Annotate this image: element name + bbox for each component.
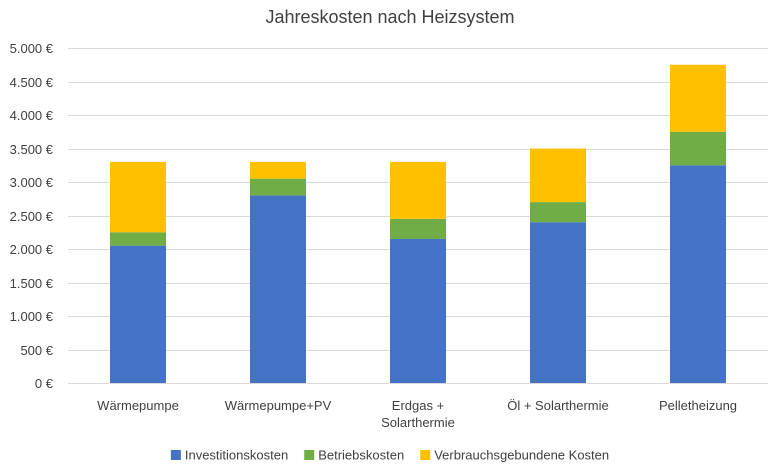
- bar-segment-betriebskosten: [250, 178, 306, 196]
- y-tick-label: 4.500 €: [10, 75, 54, 90]
- legend-swatch: [304, 450, 315, 460]
- bar-segment-verbrauchsgebundene kosten: [390, 161, 446, 219]
- bar-segment-investitionskosten: [670, 165, 726, 383]
- bar-segment-betriebskosten: [670, 131, 726, 166]
- y-tick-label: 500 €: [20, 343, 53, 358]
- legend-swatch: [420, 450, 431, 460]
- x-category-label: Erdgas +: [392, 398, 444, 413]
- y-tick-label: 2.000 €: [10, 242, 54, 257]
- legend-label: Investitionskosten: [185, 448, 288, 463]
- bar-segment-investitionskosten: [390, 238, 446, 383]
- x-category-label: Wärmepumpe: [97, 398, 179, 413]
- x-axis-category-labels: Wärmepumpe Wärmepumpe+PV Erdgas + Solarther…: [97, 398, 737, 430]
- x-category-label: Solarthermie: [381, 415, 455, 430]
- y-tick-label: 3.000 €: [10, 175, 54, 190]
- y-tick-label: 2.500 €: [10, 209, 54, 224]
- y-tick-label: 4.000 €: [10, 108, 54, 123]
- bar-segment-investitionskosten: [530, 222, 586, 383]
- y-axis-tick-labels: 0 € 500 € 1.000 € 1.500 € 2.000 € 2.500 € 3.00…: [10, 41, 54, 391]
- x-category-label: Öl + Solarthermie: [507, 398, 609, 413]
- bar-segment-betriebskosten: [110, 232, 166, 246]
- legend-item: Verbrauchsgebundene Kosten: [420, 448, 609, 463]
- bar-segment-betriebskosten: [390, 218, 446, 239]
- y-tick-label: 1.500 €: [10, 276, 54, 291]
- legend-label: Betriebskosten: [318, 448, 404, 463]
- y-tick-label: 5.000 €: [10, 41, 54, 56]
- bar-segment-verbrauchsgebundene kosten: [670, 64, 726, 132]
- y-tick-label: 0 €: [35, 376, 54, 391]
- bar-segment-verbrauchsgebundene kosten: [250, 161, 306, 179]
- y-tick-label: 1.000 €: [10, 309, 54, 324]
- legend-label: Verbrauchsgebundene Kosten: [434, 448, 609, 463]
- bars: [110, 64, 726, 383]
- x-category-label: Pelletheizung: [659, 398, 737, 413]
- x-category-label: Wärmepumpe+PV: [225, 398, 332, 413]
- legend: Investitionskosten Betriebskosten Verbrauc…: [170, 448, 609, 463]
- bar-segment-betriebskosten: [530, 202, 586, 223]
- bar-segment-investitionskosten: [110, 245, 166, 383]
- legend-item: Betriebskosten: [304, 448, 404, 463]
- bar-segment-investitionskosten: [250, 195, 306, 383]
- y-tick-label: 3.500 €: [10, 142, 54, 157]
- bar-segment-verbrauchsgebundene kosten: [530, 148, 586, 203]
- legend-swatch: [170, 450, 181, 460]
- legend-item: Investitionskosten: [170, 448, 288, 463]
- bar-segment-verbrauchsgebundene kosten: [110, 161, 166, 233]
- chart-title: Jahreskosten nach Heizsystem: [265, 7, 514, 27]
